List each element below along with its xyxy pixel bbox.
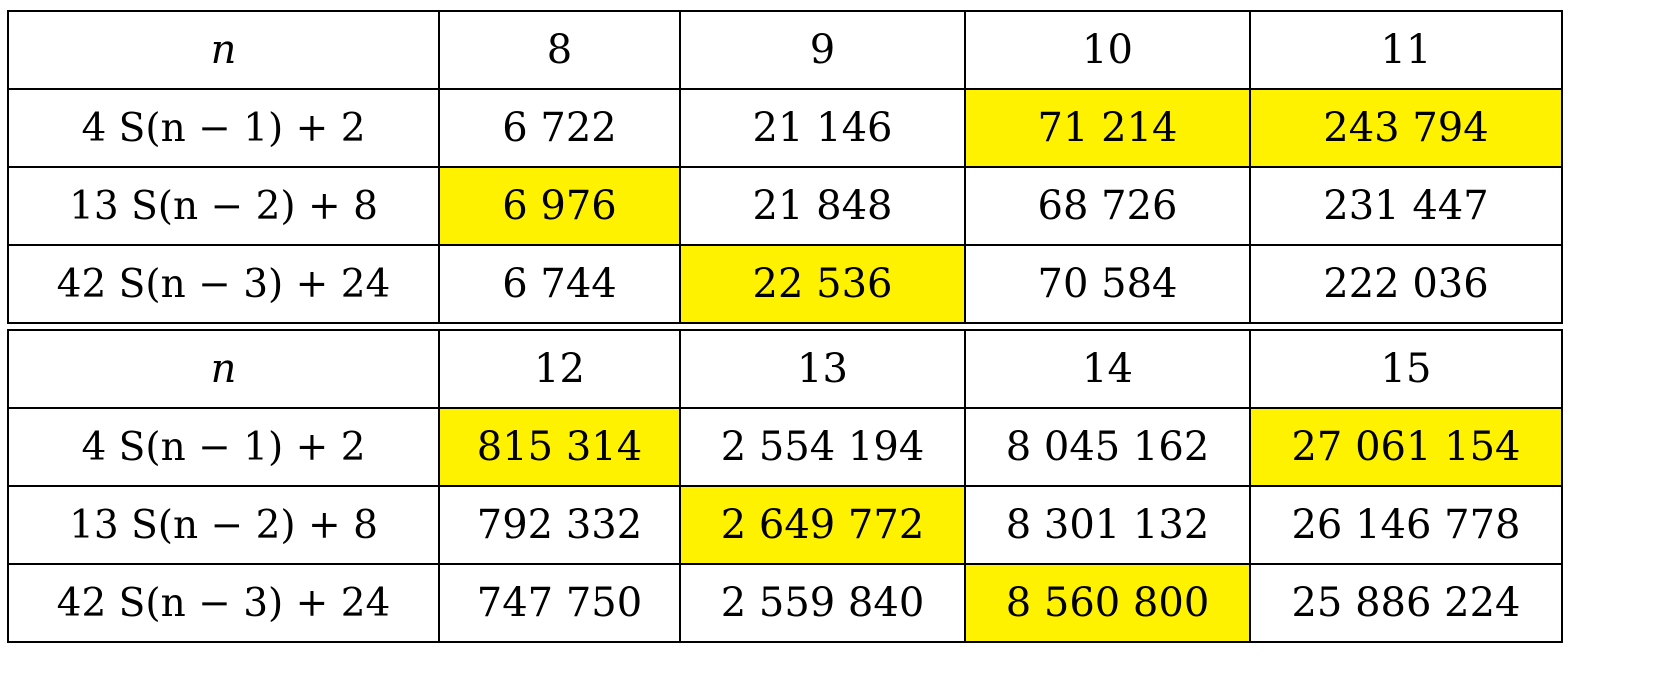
table-n-12-to-15: n 12 13 14 15 4 S(n − 1) + 2 815 314 2 5… — [7, 329, 1563, 643]
table-row: 4 S(n − 1) + 2 815 314 2 554 194 8 045 1… — [7, 407, 1563, 487]
table-row: 4 S(n − 1) + 2 6 722 21 146 71 214 243 7… — [7, 88, 1563, 168]
header-row: n 12 13 14 15 — [7, 329, 1563, 409]
value-cell: 8 301 132 — [964, 485, 1251, 565]
table-row: 42 S(n − 3) + 24 747 750 2 559 840 8 560… — [7, 563, 1563, 643]
header-cell: 13 — [679, 329, 966, 409]
value-cell: 25 886 224 — [1249, 563, 1563, 643]
value-cell: 71 214 — [964, 88, 1251, 168]
value-cell: 243 794 — [1249, 88, 1563, 168]
header-cell: 8 — [438, 10, 681, 90]
row-label: 13 S(n − 2) + 8 — [7, 485, 440, 565]
value-cell: 2 554 194 — [679, 407, 966, 487]
header-cell-n: n — [7, 10, 440, 90]
row-label: 4 S(n − 1) + 2 — [7, 88, 440, 168]
table-n-8-to-11: n 8 9 10 11 4 S(n − 1) + 2 6 722 21 146 … — [7, 10, 1563, 324]
value-cell: 792 332 — [438, 485, 681, 565]
row-label: 42 S(n − 3) + 24 — [7, 244, 440, 324]
header-row: n 8 9 10 11 — [7, 10, 1563, 90]
value-cell: 70 584 — [964, 244, 1251, 324]
value-cell: 2 559 840 — [679, 563, 966, 643]
header-cell: 14 — [964, 329, 1251, 409]
header-cell-n: n — [7, 329, 440, 409]
value-cell: 8 560 800 — [964, 563, 1251, 643]
value-cell: 21 848 — [679, 166, 966, 246]
value-cell: 21 146 — [679, 88, 966, 168]
value-cell: 6 976 — [438, 166, 681, 246]
table-row: 13 S(n − 2) + 8 792 332 2 649 772 8 301 … — [7, 485, 1563, 565]
header-cell: 9 — [679, 10, 966, 90]
value-cell: 6 722 — [438, 88, 681, 168]
header-cell: 11 — [1249, 10, 1563, 90]
row-label: 42 S(n − 3) + 24 — [7, 563, 440, 643]
table-row: 42 S(n − 3) + 24 6 744 22 536 70 584 222… — [7, 244, 1563, 324]
value-cell: 222 036 — [1249, 244, 1563, 324]
value-cell: 68 726 — [964, 166, 1251, 246]
value-cell: 26 146 778 — [1249, 485, 1563, 565]
header-cell: 12 — [438, 329, 681, 409]
value-cell: 815 314 — [438, 407, 681, 487]
table-row: 13 S(n − 2) + 8 6 976 21 848 68 726 231 … — [7, 166, 1563, 246]
header-cell: 15 — [1249, 329, 1563, 409]
value-cell: 747 750 — [438, 563, 681, 643]
row-label: 4 S(n − 1) + 2 — [7, 407, 440, 487]
value-cell: 27 061 154 — [1249, 407, 1563, 487]
value-cell: 2 649 772 — [679, 485, 966, 565]
header-cell: 10 — [964, 10, 1251, 90]
value-cell: 22 536 — [679, 244, 966, 324]
value-cell: 6 744 — [438, 244, 681, 324]
value-cell: 231 447 — [1249, 166, 1563, 246]
value-cell: 8 045 162 — [964, 407, 1251, 487]
row-label: 13 S(n − 2) + 8 — [7, 166, 440, 246]
